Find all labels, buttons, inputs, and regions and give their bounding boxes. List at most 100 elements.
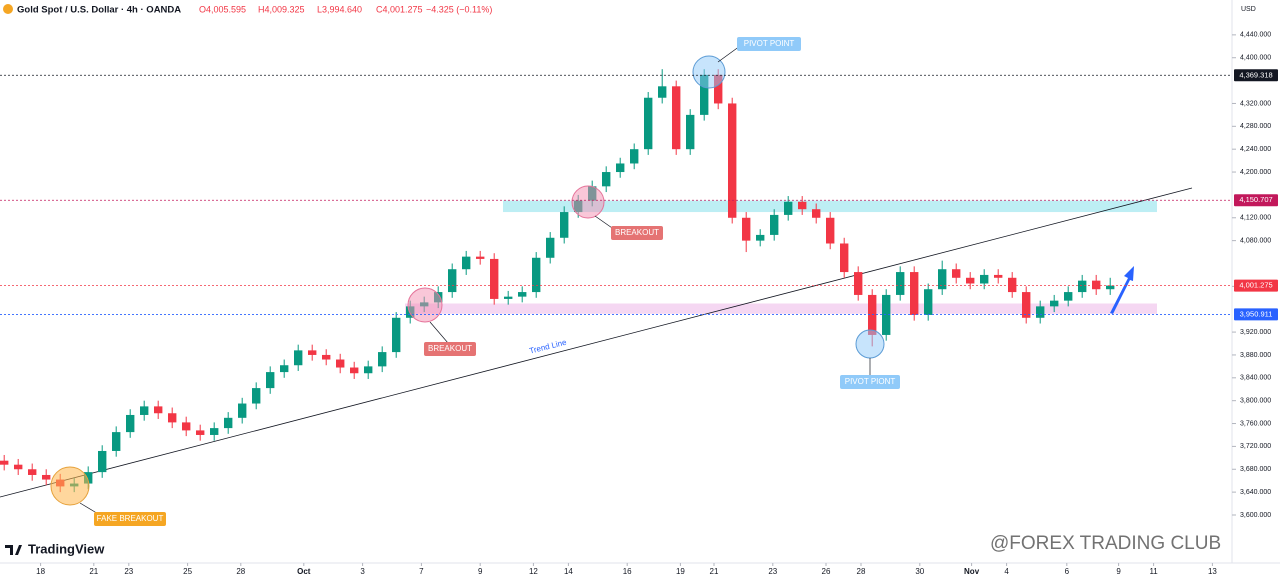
candle-body	[14, 464, 23, 470]
candle-body	[896, 272, 905, 295]
candle-body	[714, 74, 723, 104]
y-tick-label: 4,320.000	[1240, 100, 1271, 107]
candle-body	[462, 256, 471, 270]
candle-body	[770, 214, 779, 235]
candle-body	[1092, 280, 1101, 290]
candle-body	[1008, 277, 1017, 293]
candle-body	[350, 367, 359, 374]
candle-body	[658, 86, 667, 98]
candle-body	[518, 292, 527, 297]
candle-body	[266, 372, 275, 389]
x-tick-label: Oct	[297, 567, 311, 576]
connector	[429, 321, 449, 344]
connector	[717, 45, 741, 63]
candle-body	[672, 86, 681, 150]
x-tick-label: 28	[857, 567, 866, 576]
y-tick-label: 3,680.000	[1240, 466, 1271, 473]
symbol-icon	[3, 4, 13, 14]
price-label-box	[1234, 69, 1278, 82]
y-tick-label: 3,720.000	[1240, 443, 1271, 450]
label-box	[840, 375, 900, 389]
y-tick-label: 4,400.000	[1240, 55, 1271, 62]
candle-body	[504, 296, 513, 299]
candle-body	[812, 209, 821, 218]
fake-breakout-circle	[50, 466, 90, 506]
x-tick-label: 9	[478, 567, 483, 576]
x-tick-label: 23	[768, 567, 777, 576]
candle-body	[742, 217, 751, 241]
label-box	[611, 226, 663, 240]
candle-body	[476, 256, 485, 259]
annotation: BREAKOUT	[615, 228, 659, 237]
candle-body	[798, 201, 807, 210]
candle-body	[784, 201, 793, 215]
x-tick-label: 6	[1065, 567, 1070, 576]
candle-body	[1064, 292, 1073, 301]
candle-body	[686, 114, 695, 150]
candle-body	[1106, 285, 1115, 290]
breakout-circle	[407, 287, 443, 323]
price-label: 3,950.911	[1240, 309, 1273, 318]
x-tick-label: 14	[564, 567, 573, 576]
candle-body	[490, 258, 499, 299]
candle-body	[1050, 300, 1059, 307]
candle-body	[280, 365, 289, 373]
brand: TradingView	[28, 541, 105, 556]
price-label-box	[1234, 308, 1278, 321]
candle-body	[644, 97, 653, 150]
label-box	[94, 512, 166, 526]
candle-body	[994, 274, 1003, 278]
y-tick-label: 4,240.000	[1240, 146, 1271, 153]
y-tick-label: 4,080.000	[1240, 237, 1271, 244]
candle-body	[924, 289, 933, 315]
annotation: PIVOT PIONT	[845, 377, 896, 386]
candle-body	[154, 406, 163, 414]
label-box	[737, 37, 801, 51]
candle-body	[882, 294, 891, 335]
x-tick-label: 11	[1149, 567, 1158, 576]
candle-body	[28, 469, 37, 475]
x-tick-label: 7	[419, 567, 424, 576]
x-tick-label: 9	[1116, 567, 1121, 576]
candle-body	[210, 428, 219, 435]
ohlc: H4,009.325	[258, 4, 305, 14]
candle-body	[532, 257, 541, 293]
y-tick-label: 4,120.000	[1240, 215, 1271, 222]
candle-body	[238, 403, 247, 418]
candle-body	[140, 406, 149, 415]
pivot-circle	[855, 329, 885, 359]
price-label-box	[1234, 194, 1278, 207]
candle-body	[308, 350, 317, 355]
candle-body	[196, 430, 205, 435]
zone	[503, 200, 1157, 213]
candle-body	[448, 269, 457, 293]
candle-body	[952, 269, 961, 278]
candle-body	[546, 237, 555, 258]
ohlc: C4,001.275	[376, 4, 423, 14]
ohlc: L3,994.640	[317, 4, 362, 14]
candle-body	[910, 272, 919, 315]
x-tick-label: 19	[676, 567, 685, 576]
price-label: 4,150.707	[1239, 195, 1272, 204]
price-label: 4,001.275	[1239, 281, 1272, 290]
candle-body	[168, 413, 177, 423]
candle-body	[294, 350, 303, 366]
candle-body	[182, 422, 191, 431]
candle-body	[1078, 280, 1087, 293]
candle-body	[630, 149, 639, 164]
candle-body	[980, 274, 989, 284]
candle-body	[602, 172, 611, 187]
x-tick-label: 26	[822, 567, 831, 576]
candle-body	[392, 317, 401, 353]
y-tick-label: 3,600.000	[1240, 512, 1271, 519]
x-tick-label: 13	[1208, 567, 1217, 576]
y-tick-label: 4,280.000	[1240, 123, 1271, 130]
x-tick-label: 12	[529, 567, 538, 576]
x-tick-label: 25	[183, 567, 192, 576]
symbol-title: Gold Spot / U.S. Dollar · 4h · OANDA	[17, 5, 181, 16]
zone	[405, 303, 1157, 314]
candle-body	[336, 359, 345, 368]
candle-body	[42, 474, 51, 480]
y-tick-label: 3,800.000	[1240, 398, 1271, 405]
y-tick-label: 3,640.000	[1240, 489, 1271, 496]
